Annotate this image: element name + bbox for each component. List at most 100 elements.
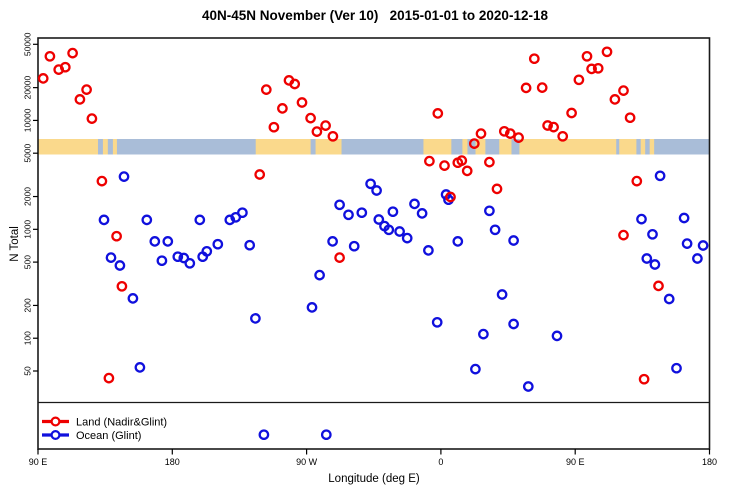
data-point-ocean [394,226,405,237]
data-point-ocean [409,198,420,210]
map-band-land-segment [315,139,342,155]
data-point-land [461,165,473,177]
x-axis-title: Longitude (deg E) [328,473,420,485]
data-point-ocean [224,214,236,226]
data-point-land [609,94,621,105]
data-point-land [573,74,585,86]
y-tick-label: 2000 [23,187,33,206]
data-point-land [268,121,280,133]
data-point-land [653,280,664,292]
y-tick-label: 500 [23,255,33,269]
data-point-land [327,130,339,142]
data-point-ocean [320,429,332,441]
data-point-ocean [470,363,481,375]
x-tick-label: 90 E [566,457,585,467]
data-point-land [456,155,468,166]
data-point-ocean [484,205,495,217]
data-point-ocean [258,429,270,441]
data-point-land [260,84,272,95]
map-band-land-segment [423,139,452,155]
data-point-land [74,94,86,105]
data-point-ocean [671,362,682,374]
data-point-land [586,63,597,75]
data-point-land [520,82,532,94]
data-point-land [320,120,331,131]
data-point-ocean [343,209,354,221]
data-point-ocean [201,245,213,257]
data-point-land [542,120,553,131]
x-tick-label: 90 E [29,457,48,467]
data-point-ocean [141,214,153,226]
data-point-land [311,126,323,137]
data-point-ocean [452,236,464,247]
map-band-land-segment [519,139,617,155]
data-point-ocean [250,313,261,324]
data-point-ocean [212,238,224,250]
data-point-ocean [641,253,653,264]
data-point-ocean [348,240,360,252]
data-point-land [424,155,435,167]
map-band-land-segment [462,139,468,155]
data-point-land [548,121,559,133]
x-tick-label: 180 [165,457,180,467]
data-point-ocean [508,318,519,330]
data-point-ocean [356,207,368,219]
data-point-land [581,50,593,62]
data-point-ocean [314,269,325,281]
data-point-land [254,169,266,180]
data-point-land [116,280,128,292]
data-point-ocean [244,239,256,251]
data-point-ocean [663,293,675,305]
data-point-ocean [383,224,395,236]
x-tick-label: 0 [438,457,443,467]
data-point-land [528,53,540,65]
y-tick-label: 50 [23,366,33,376]
data-point-land [566,107,577,119]
data-point-land [498,125,510,137]
legend-label-ocean: Ocean (Glint) [76,430,141,442]
data-point-land [475,128,487,139]
data-point-land [86,113,98,124]
data-point-land [44,50,56,62]
data-point-land [557,130,569,142]
y-axis-title: N Total [9,226,21,262]
map-band-land-segment [619,139,637,155]
x-tick-label: 90 W [296,457,318,467]
plot-border [37,37,711,450]
data-point-land [445,191,456,203]
data-point-land [513,132,524,143]
map-band-land-segment [640,139,646,155]
data-point-ocean [365,178,376,190]
data-point-ocean [306,302,318,313]
data-point-ocean [636,213,647,225]
data-point-ocean [647,228,658,240]
data-point-land [59,61,71,73]
data-point-ocean [162,236,174,247]
data-point-land [468,138,480,149]
data-point-ocean [496,289,508,300]
data-point-land [601,46,613,58]
data-point-ocean [697,240,709,251]
map-band-land-segment [102,139,108,155]
data-point-ocean [489,224,501,236]
y-tick-label: 1000 [23,220,33,239]
data-point-ocean [678,212,690,224]
y-tick-label: 5000 [23,143,33,162]
data-point-ocean [551,330,563,342]
map-band-land-segment [38,139,98,155]
data-point-land [81,84,92,95]
data-point-land [96,175,108,187]
data-point-ocean [134,362,146,373]
data-point-land [536,82,548,93]
y-tick-label: 10000 [23,108,33,132]
data-point-ocean [692,253,703,264]
data-point-ocean [654,170,666,182]
data-point-ocean [327,236,338,247]
data-point-land [334,252,345,263]
data-point-land [277,103,288,114]
data-point-land [618,229,629,241]
data-point-land [504,128,516,139]
data-point-ocean [522,381,534,392]
map-band-land-segment [255,139,311,155]
